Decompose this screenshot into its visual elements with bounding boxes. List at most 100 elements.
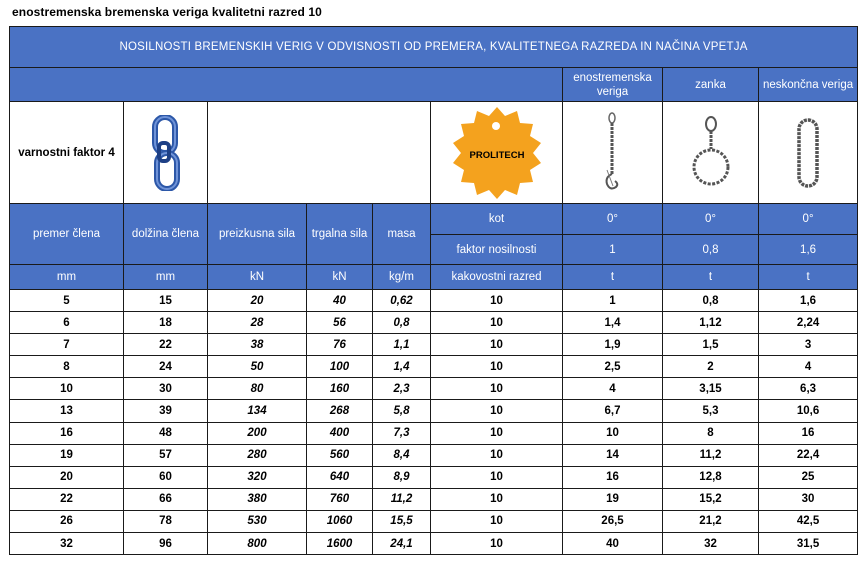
chain-links-icon (151, 114, 180, 191)
angle-value: 0° (757, 203, 859, 235)
table-cell: 22 (9, 487, 124, 511)
table-cell: 26,5 (562, 509, 663, 534)
table-cell: 1060 (306, 509, 373, 534)
table-cell: 1,4 (372, 355, 431, 379)
table-cell: 10 (430, 288, 563, 313)
table-cell: 7,3 (372, 421, 431, 445)
table-cell: 60 (123, 465, 208, 489)
table-cell: 1,6 (757, 288, 859, 313)
single-leg-chain-image (562, 101, 663, 204)
table-cell: 22,4 (757, 443, 859, 467)
table-cell: 42,5 (757, 509, 859, 534)
table-cell: 15,2 (662, 487, 759, 511)
unit-cell: t (562, 264, 663, 290)
table-cell: 560 (306, 443, 373, 467)
table-cell: 2,5 (562, 355, 663, 379)
table-cell: 320 (207, 465, 307, 489)
table-cell: 10 (430, 465, 563, 489)
col-header-diameter: premer člena (9, 203, 124, 265)
table-cell: 4 (757, 355, 859, 379)
table-row: 22 66 380 760 11,2 10 19 15,2 30 (9, 487, 859, 511)
angle-value: 0° (662, 203, 759, 235)
chain-loop-image (662, 101, 759, 204)
table-cell: 11,2 (372, 487, 431, 511)
unit-cell: kg/m (372, 264, 431, 290)
table-cell: 800 (207, 532, 307, 556)
table-cell: 57 (123, 443, 208, 467)
prolitech-logo: PROLITECH (452, 106, 541, 199)
table-cell: 15,5 (372, 509, 431, 534)
angle-value: 0° (562, 203, 663, 235)
table-cell: 20 (9, 465, 124, 489)
table-cell: 0,8 (662, 288, 759, 313)
table-cell: 1,9 (562, 333, 663, 357)
table-cell: 5 (9, 288, 124, 313)
table-cell: 18 (123, 311, 208, 335)
table-cell: 0,8 (372, 311, 431, 335)
table-cell: 3,15 (662, 377, 759, 401)
table-cell: 6 (9, 311, 124, 335)
table-cell: 760 (306, 487, 373, 511)
table-cell: 20 (207, 288, 307, 313)
banner-spacer (9, 67, 563, 102)
unit-cell: mm (123, 264, 208, 290)
table-cell: 48 (123, 421, 208, 445)
table-cell: 2,24 (757, 311, 859, 335)
table-cell: 8 (9, 355, 124, 379)
factor-value: 1 (562, 234, 663, 265)
table-cell: 24 (123, 355, 208, 379)
table-cell: 30 (123, 377, 208, 401)
page-title: enostremenska bremenska veriga kvalitetn… (12, 5, 322, 19)
table-cell: 76 (306, 333, 373, 357)
table-row: 26 78 530 1060 15,5 10 26,5 21,2 42,5 (9, 509, 859, 534)
table-cell: 8,4 (372, 443, 431, 467)
table-cell: 56 (306, 311, 373, 335)
unit-cell: t (757, 264, 859, 290)
table-cell: 11,2 (662, 443, 759, 467)
table-cell: 10 (430, 377, 563, 401)
table-cell: 26 (9, 509, 124, 534)
table-cell: 4 (562, 377, 663, 401)
table-row: 5 15 20 40 0,62 10 1 0,8 1,6 (9, 288, 859, 313)
endless-chain-icon (797, 117, 819, 188)
table-row: 10 30 80 160 2,3 10 4 3,15 6,3 (9, 377, 859, 401)
table-cell: 8,9 (372, 465, 431, 489)
type-endless-header: neskončna veriga (757, 67, 859, 102)
type-loop-header: zanka (662, 67, 759, 102)
table-cell: 400 (306, 421, 373, 445)
table-cell: 39 (123, 399, 208, 423)
table-cell: 134 (207, 399, 307, 423)
table-cell: 10 (430, 532, 563, 556)
load-capacity-table: NOSILNOSTI BREMENSKIH VERIG V ODVISNOSTI… (8, 26, 859, 556)
table-cell: 13 (9, 399, 124, 423)
unit-cell: kakovostni razred (430, 264, 563, 290)
chain-loop-icon (692, 115, 729, 185)
table-cell: 530 (207, 509, 307, 534)
angle-label: kot (430, 203, 563, 235)
table-cell: 10 (9, 377, 124, 401)
col-header-test-force: preizkusna sila (207, 203, 307, 265)
col-header-length: dolžina člena (123, 203, 208, 265)
table-cell: 1,12 (662, 311, 759, 335)
table-cell: 10 (562, 421, 663, 445)
table-cell: 25 (757, 465, 859, 489)
table-cell: 22 (123, 333, 208, 357)
table-row: 20 60 320 640 8,9 10 16 12,8 25 (9, 465, 859, 489)
table-cell: 10 (430, 443, 563, 467)
table-cell: 16 (757, 421, 859, 445)
table-cell: 14 (562, 443, 663, 467)
table-cell: 10,6 (757, 399, 859, 423)
table-cell: 10 (430, 509, 563, 534)
table-row: 6 18 28 56 0,8 10 1,4 1,12 2,24 (9, 311, 859, 335)
table-cell: 40 (562, 532, 663, 556)
table-cell: 78 (123, 509, 208, 534)
table-cell: 100 (306, 355, 373, 379)
table-cell: 640 (306, 465, 373, 489)
table-row: 8 24 50 100 1,4 10 2,5 2 4 (9, 355, 859, 379)
table-cell: 24,1 (372, 532, 431, 556)
table-cell: 32 (662, 532, 759, 556)
table-cell: 160 (306, 377, 373, 401)
table-row: 7 22 38 76 1,1 10 1,9 1,5 3 (9, 333, 859, 357)
table-banner: NOSILNOSTI BREMENSKIH VERIG V ODVISNOSTI… (8, 26, 859, 68)
table-cell: 40 (306, 288, 373, 313)
